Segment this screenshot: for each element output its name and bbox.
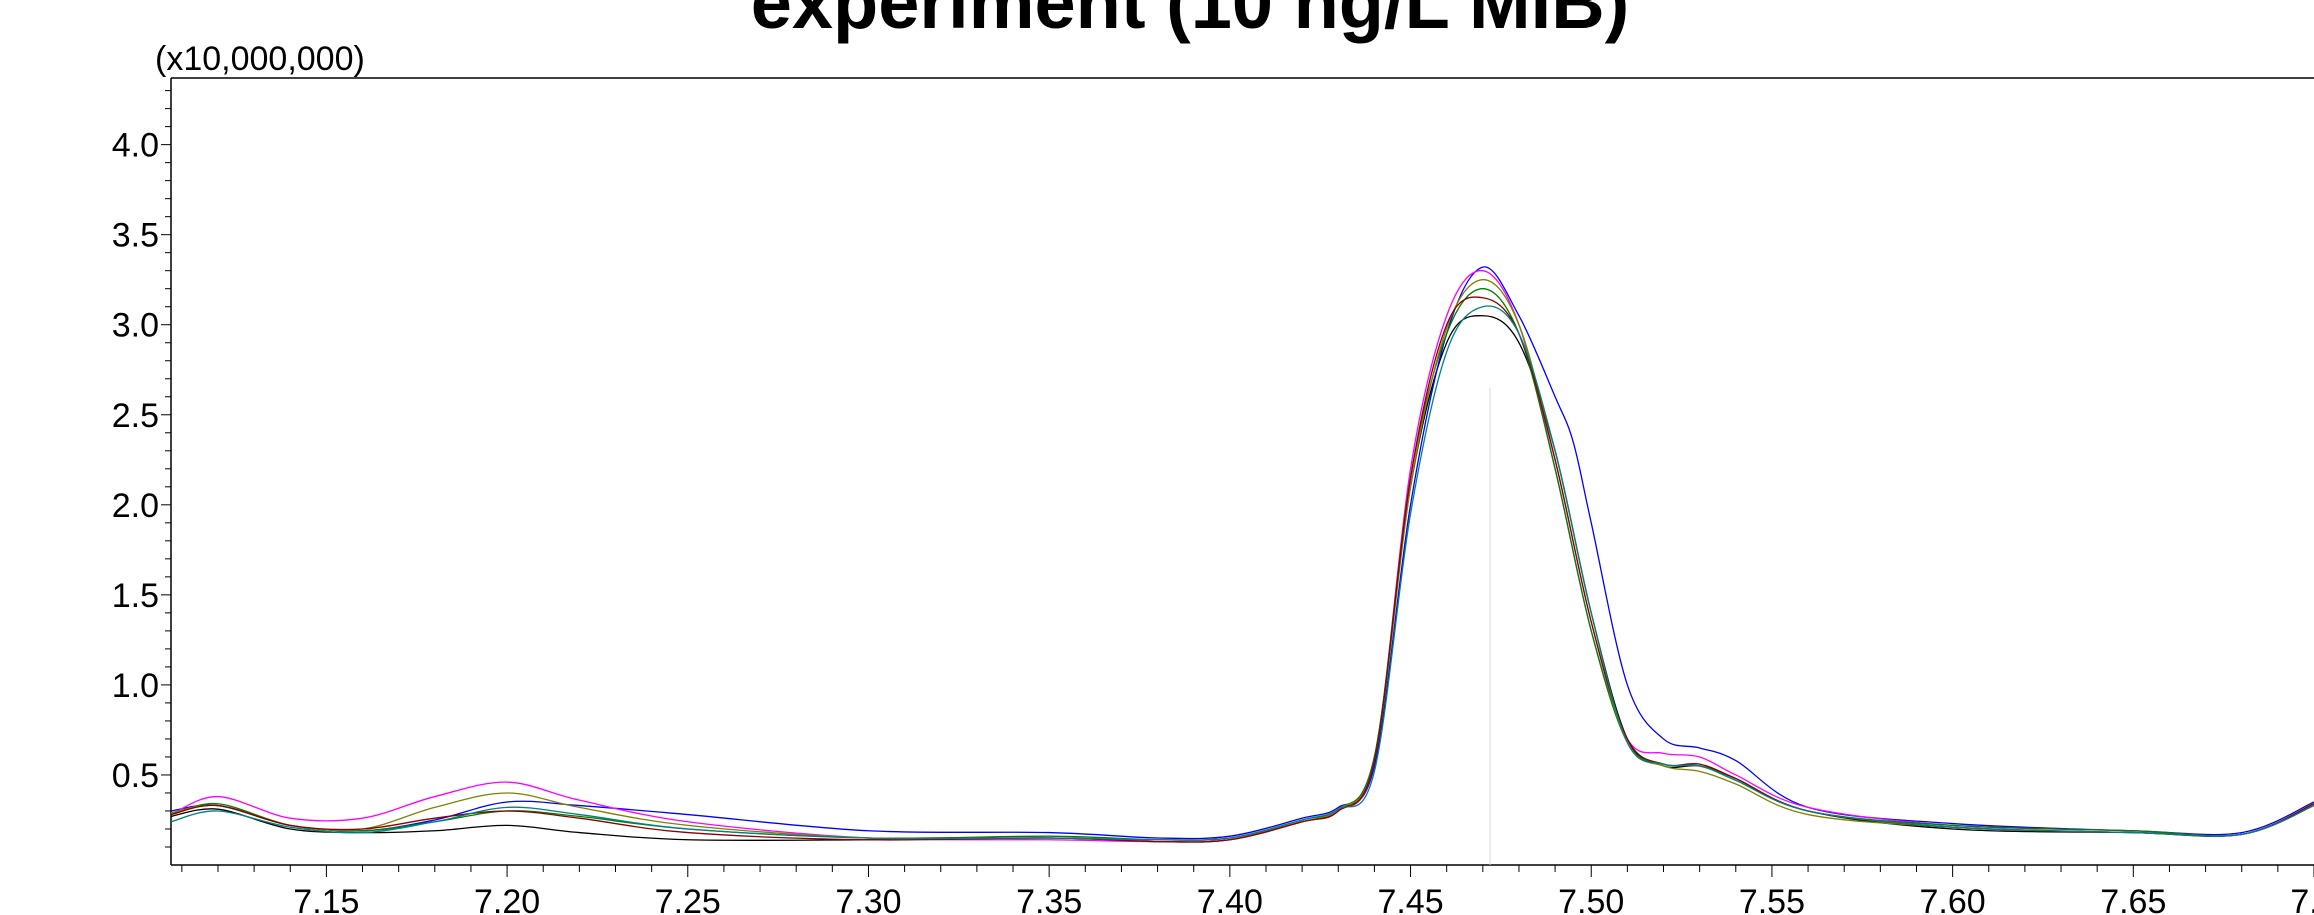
y-tick-label: 1.0 (112, 667, 159, 705)
series-line-1 (170, 315, 2314, 843)
series-line-3 (170, 270, 2314, 843)
y-axis-multiplier-label: (x10,000,000) (155, 40, 365, 78)
series-line-5 (170, 279, 2314, 841)
y-tick-label: 3.0 (112, 307, 159, 345)
y-tick-label: 2.0 (112, 487, 159, 525)
x-tick-label: 7.7 (2290, 883, 2314, 915)
y-tick-label: 2.5 (112, 397, 159, 435)
series-line-7 (170, 305, 2314, 841)
y-tick-label: 3.5 (112, 217, 159, 255)
x-tick-label: 7.45 (1377, 883, 1443, 915)
x-tick-label: 7.30 (835, 883, 901, 915)
x-tick-label: 7.50 (1558, 883, 1624, 915)
chart-title: experiment (10 ng/L MIB) (751, 0, 1630, 44)
x-tick-label: 7.65 (2100, 883, 2166, 915)
x-tick-label: 7.55 (1739, 883, 1805, 915)
series-line-2 (170, 266, 2314, 840)
series-line-4 (170, 288, 2314, 841)
x-tick-label: 7.15 (293, 883, 359, 915)
series-line-6 (170, 296, 2314, 843)
x-tick-label: 7.35 (1016, 883, 1082, 915)
y-tick-label: 1.5 (112, 577, 159, 615)
x-tick-label: 7.60 (1920, 883, 1986, 915)
x-tick-label: 7.25 (655, 883, 721, 915)
x-tick-label: 7.20 (474, 883, 540, 915)
plot-area: 0.5 1.0 1.5 2.0 2.5 3.0 3.5 4.0 7.15 7.20 7.25 7.30… (112, 77, 2314, 915)
y-tick-label: 4.0 (112, 127, 159, 165)
x-tick-label: 7.40 (1197, 883, 1263, 915)
y-tick-label: 0.5 (112, 757, 159, 795)
